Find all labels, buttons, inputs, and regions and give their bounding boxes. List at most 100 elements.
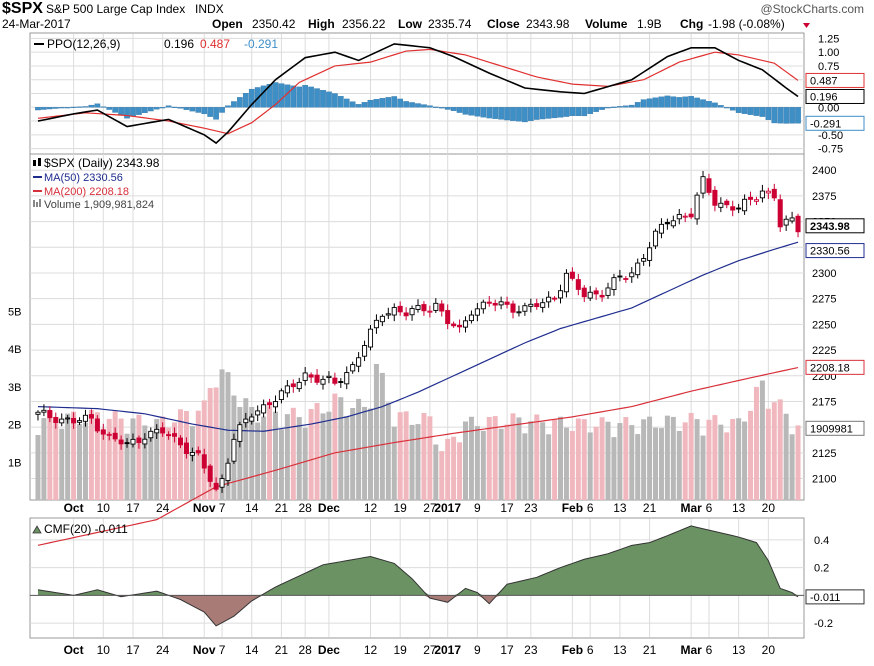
x-tick: Dec <box>318 643 340 657</box>
ppo-y-tick: 1.00 <box>818 47 839 59</box>
ppo-hist-bar <box>652 97 659 108</box>
ma50-line <box>37 241 799 432</box>
candle-body <box>272 401 279 408</box>
down-arrow-icon <box>803 23 810 28</box>
ppo-hist-bar <box>563 107 570 117</box>
ma50-tag: 2330.56 <box>810 246 850 258</box>
ppo-hist-bar <box>124 107 130 119</box>
volume-bar <box>670 416 676 500</box>
volume-bar <box>688 412 694 500</box>
candle-body <box>771 188 777 199</box>
x-tick: 6 <box>587 643 594 657</box>
candle-body <box>35 411 41 415</box>
candle-body <box>623 278 629 280</box>
volume-bar <box>742 421 748 500</box>
ppo-hist-bar <box>432 106 439 108</box>
x-tick: 28 <box>298 501 312 515</box>
candle-body <box>712 189 718 206</box>
ppo-y-tick: -0.75 <box>818 144 843 156</box>
candle-body <box>747 196 754 200</box>
candle-body <box>243 418 249 424</box>
candle-body <box>569 271 575 279</box>
volume-bar <box>480 430 486 500</box>
ppo-histogram <box>35 82 801 124</box>
cmf-tag: -0.011 <box>810 592 840 604</box>
candle-body <box>409 308 415 316</box>
volume-bar <box>712 415 718 500</box>
volume-bar <box>759 380 765 500</box>
candle-body <box>379 315 385 323</box>
volume-bar <box>172 422 178 500</box>
candle-body <box>451 323 457 327</box>
candle-body <box>546 296 552 303</box>
volume-bar <box>777 399 783 500</box>
exchange: INDX <box>195 2 224 16</box>
chg-label: Chg <box>680 17 703 31</box>
candle-body <box>611 277 617 290</box>
volume-bar <box>439 451 445 500</box>
volume-bar <box>189 426 195 500</box>
candle-body <box>320 378 326 385</box>
volume-bar <box>249 406 255 500</box>
ppo-hist-bar <box>783 107 789 124</box>
cmf-y-tick: 0.2 <box>814 563 829 575</box>
ppo-hist-bar <box>415 103 421 108</box>
candle-body <box>314 374 320 383</box>
candle-body <box>765 190 771 194</box>
x-tick: 21 <box>275 643 289 657</box>
price-legend-label: $SPX (Daily) 2343.98 <box>44 156 160 170</box>
ppo-hist-bar <box>302 85 309 108</box>
x-tick: 19 <box>394 501 408 515</box>
candle-body <box>676 213 682 220</box>
ppo-hist-bar <box>76 106 83 108</box>
candle-body <box>142 438 148 445</box>
ppo-hist-bar <box>628 104 635 108</box>
candle-body <box>77 420 83 423</box>
candle-body <box>195 450 201 454</box>
volume-bar <box>267 406 273 500</box>
ppo-hist-bar <box>587 107 594 114</box>
ppo-hist-bar <box>427 105 433 108</box>
candle-body <box>59 418 65 424</box>
ppo-legend: PPO(12,26,9) 0.196 0.487 -0.291 <box>34 37 278 51</box>
candle-body <box>302 372 308 381</box>
ma50-legend-label: MA(50) 2330.56 <box>44 172 123 184</box>
candle-body <box>148 430 154 439</box>
price-y-tick: 2375 <box>812 191 836 203</box>
volume-bar <box>332 393 338 500</box>
candle-legend-icon <box>33 158 41 166</box>
volume-bar <box>587 432 593 500</box>
candle-body <box>617 275 623 278</box>
volume-bar <box>53 421 59 500</box>
ppo-hist-bar <box>337 96 344 108</box>
price-y-tick: 2300 <box>812 268 836 280</box>
volume-bar <box>504 424 510 500</box>
ppo-hist-bar <box>789 107 795 124</box>
candle-body <box>421 304 427 312</box>
ppo-hist-bar <box>58 107 65 109</box>
ppo-hist-bar <box>741 107 748 114</box>
volume-bar <box>528 421 534 500</box>
candle-body <box>516 311 522 314</box>
candle-body <box>427 310 433 313</box>
candle-body <box>118 439 124 445</box>
volume-bar <box>243 398 249 500</box>
ppo-hist-bar <box>237 97 243 108</box>
volume-bar <box>278 429 284 500</box>
volume-bar <box>468 416 474 500</box>
candle-body <box>284 385 290 394</box>
volume-bar <box>379 372 385 500</box>
ppo-hist-bar <box>332 93 338 108</box>
volume-bar <box>575 418 581 500</box>
candle-body <box>599 294 605 298</box>
volume-bar <box>82 422 88 500</box>
volume-bar <box>433 444 439 500</box>
ppo-hist-bar <box>712 102 718 108</box>
candle-body <box>480 301 486 310</box>
ma200-tag-box <box>805 359 865 375</box>
ppo-hist-bar <box>551 107 558 119</box>
x-tick: 2017 <box>434 643 461 657</box>
volume-tick: 4B <box>8 344 21 356</box>
volume-bar <box>261 416 267 500</box>
x-tick: 7 <box>219 501 226 515</box>
